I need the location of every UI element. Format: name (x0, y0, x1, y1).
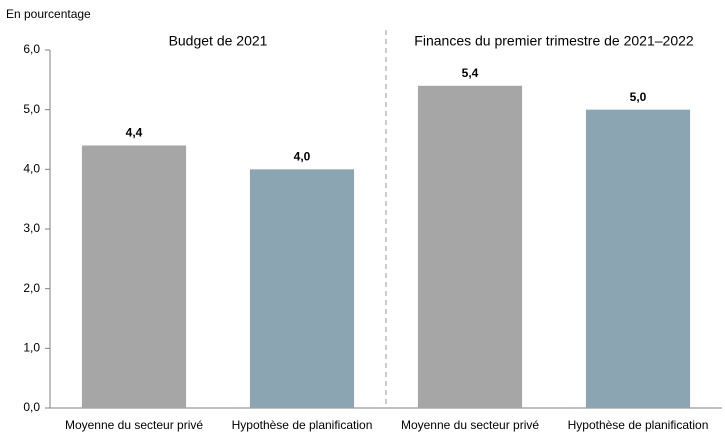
group-title: Finances du premier trimestre de 2021–20… (414, 33, 694, 49)
y-tick-label: 6,0 (23, 42, 40, 56)
y-tick-label: 0,0 (23, 400, 40, 414)
x-tick-label: Hypothèse de planification (568, 418, 709, 432)
x-tick-label: Hypothèse de planification (232, 418, 373, 432)
group-title: Budget de 2021 (169, 33, 268, 49)
bar (81, 145, 187, 408)
bar (249, 169, 355, 408)
value-label: 5,0 (630, 90, 647, 104)
y-tick-label: 3,0 (23, 221, 40, 235)
y-tick-label: 2,0 (23, 281, 40, 295)
y-axis-label: En pourcentage (6, 7, 91, 21)
y-tick-label: 1,0 (23, 341, 40, 355)
y-tick-label: 5,0 (23, 102, 40, 116)
x-tick-label: Moyenne du secteur privé (65, 418, 203, 432)
bar (417, 85, 523, 409)
y-tick-label: 4,0 (23, 162, 40, 176)
bar (585, 109, 691, 409)
value-label: 5,4 (462, 66, 479, 80)
value-label: 4,4 (126, 126, 143, 140)
value-label: 4,0 (294, 150, 311, 164)
x-tick-label: Moyenne du secteur privé (401, 418, 539, 432)
